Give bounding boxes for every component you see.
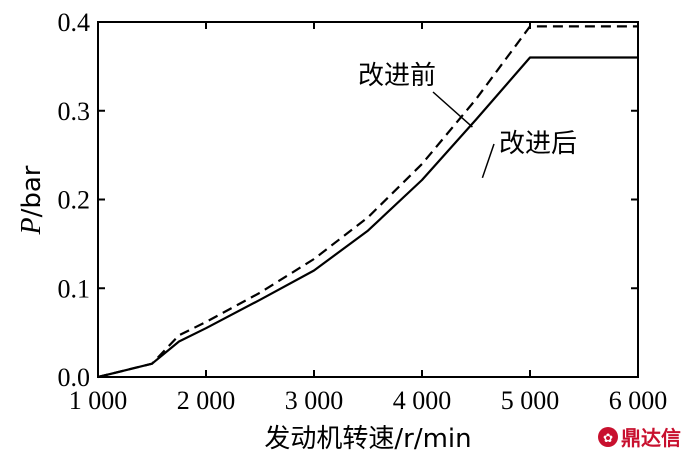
x-tick-label: 2 000	[177, 386, 236, 415]
watermark-logo: ✿ 鼎达信	[598, 426, 681, 450]
series-lines	[97, 25, 638, 379]
x-tick-label: 4 000	[393, 386, 452, 415]
annotation-label-before: 改进前	[358, 61, 436, 91]
series-line-after	[97, 56, 638, 379]
annotation-leader-before	[432, 91, 473, 128]
svg-text:P/bar: P/bar	[16, 165, 47, 235]
watermark-icon	[598, 427, 618, 447]
svg-text:✿: ✿	[603, 431, 613, 445]
x-tick-label: 6 000	[609, 386, 668, 415]
series-line-before	[97, 25, 638, 379]
annotation-leader-after	[481, 143, 495, 179]
annotation-label-after: 改进后	[499, 129, 577, 159]
x-axis-label: 发动机转速/r/min	[264, 424, 471, 454]
y-tick-label: 0.1	[58, 274, 91, 303]
y-tick-label: 0.4	[58, 8, 91, 37]
y-axis-label-variable: P	[16, 217, 47, 235]
x-tick-label: 1 000	[69, 386, 128, 415]
y-tick-label: 0.2	[58, 186, 91, 215]
y-axis-label-unit: /bar	[17, 165, 47, 217]
x-tick-label: 5 000	[501, 386, 560, 415]
y-tick-label: 0.0	[58, 363, 91, 392]
y-axis-label: P/bar	[16, 165, 47, 235]
y-tick-label: 0.3	[58, 97, 91, 126]
x-tick-label: 3 000	[285, 386, 344, 415]
watermark-text: 鼎达信	[621, 426, 681, 450]
y-axis-ticks: 0.0 0.1 0.2 0.3 0.4	[58, 8, 638, 392]
